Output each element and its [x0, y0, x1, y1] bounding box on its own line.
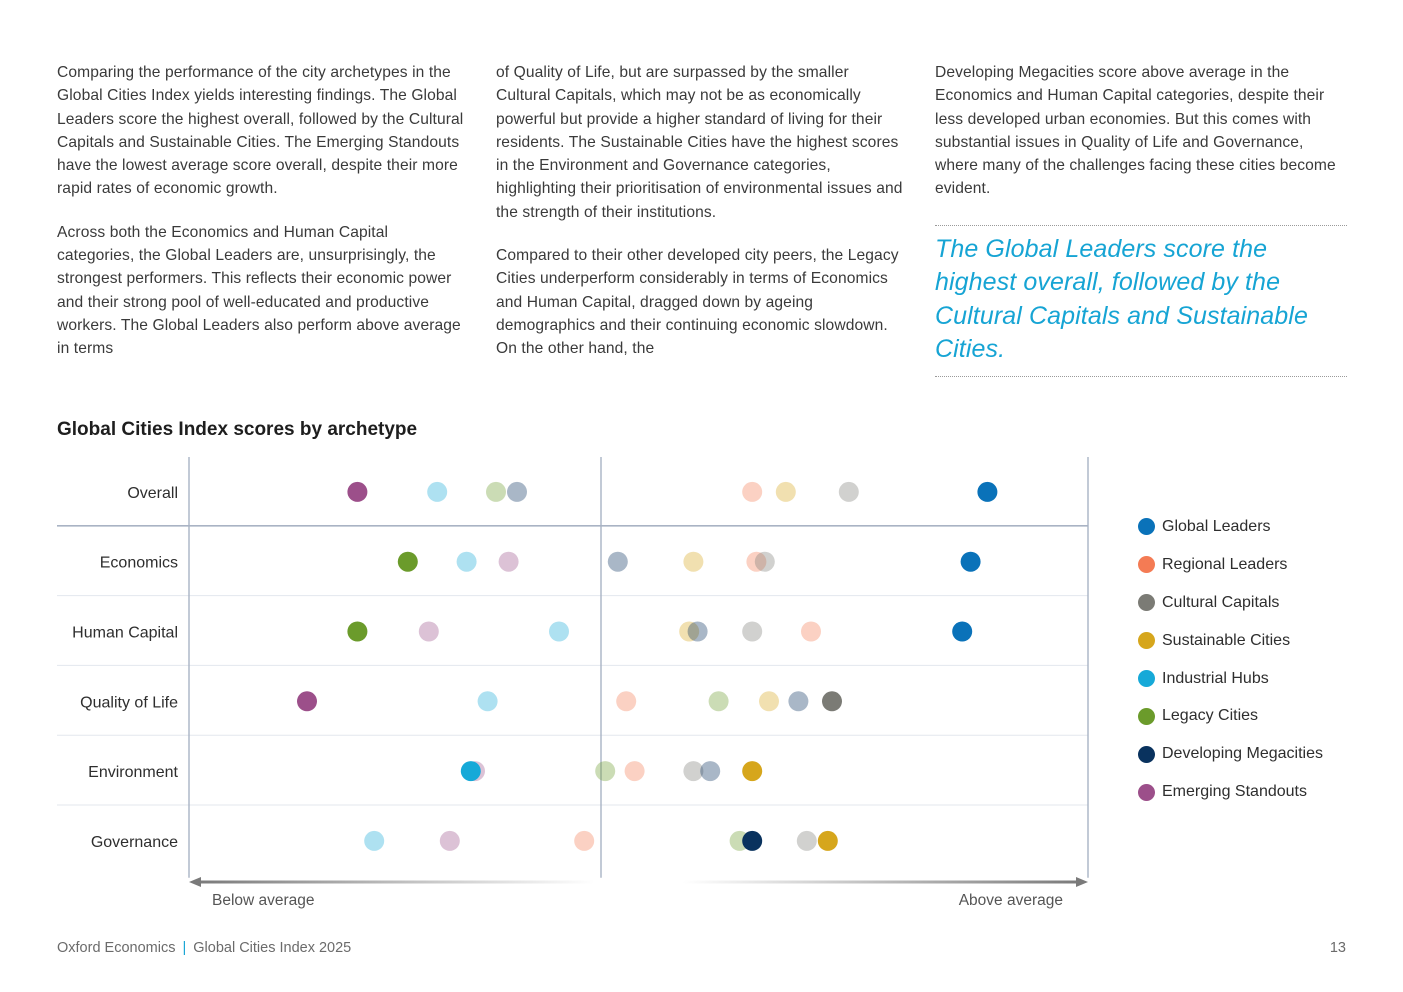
data-point	[977, 481, 998, 502]
data-point	[364, 830, 385, 851]
data-point	[477, 691, 498, 712]
legend-dot-icon	[1138, 783, 1155, 801]
data-point	[460, 761, 481, 782]
legend-label: Sustainable Cities	[1162, 631, 1291, 649]
data-point	[742, 481, 763, 502]
data-point	[507, 481, 527, 502]
above-average-label: Above average	[959, 892, 1063, 909]
legend-dot-icon	[1138, 670, 1155, 687]
left-arrowhead-icon	[189, 877, 201, 887]
paragraph: Comparing the performance of the city ar…	[57, 64, 464, 198]
page-number: 13	[1329, 940, 1346, 956]
row-label: Quality of Life	[80, 694, 178, 711]
data-point	[838, 481, 859, 502]
data-point	[456, 551, 477, 572]
row-label: Economics	[100, 555, 178, 572]
paragraph: Across both the Economics and Human Capi…	[57, 223, 461, 358]
text-column-1: Comparing the performance of the city ar…	[57, 61, 465, 381]
legend-item: Global Leaders	[1138, 508, 1323, 546]
data-point	[498, 551, 519, 572]
legend-dot-icon	[1138, 745, 1155, 763]
data-point	[796, 830, 817, 851]
paragraph: Compared to their other developed city p…	[496, 247, 899, 358]
legend-dot-icon	[1138, 556, 1155, 574]
data-point	[679, 621, 700, 642]
legend-dot-icon	[1138, 707, 1155, 725]
row-label: Overall	[127, 485, 178, 502]
paragraph: Developing Megacities score above averag…	[935, 64, 1336, 198]
footer-separator: |	[182, 940, 187, 956]
data-point	[683, 761, 704, 782]
legend-label: Global Leaders	[1162, 517, 1271, 535]
data-point	[347, 481, 368, 502]
data-point	[817, 830, 838, 851]
below-average-label: Below average	[212, 892, 315, 909]
legend-item: Legacy Cities	[1138, 697, 1323, 735]
axis-arrow-shaft	[197, 880, 1080, 884]
legend-dot-icon	[1138, 594, 1155, 612]
paragraph: of Quality of Life, but are surpassed by…	[496, 64, 903, 221]
data-point	[574, 830, 595, 851]
data-point	[775, 481, 796, 502]
text-column-3: Developing Megacities score above averag…	[935, 61, 1347, 377]
data-point	[347, 621, 368, 642]
legend-label: Developing Megacities	[1162, 745, 1323, 763]
data-point	[952, 621, 973, 642]
data-point	[427, 481, 448, 502]
row-label: Governance	[91, 834, 178, 851]
pull-quote-bottom-rule	[935, 375, 1347, 377]
dot-plot-chart: Overall Economics Human Capital Quality of …	[57, 457, 1089, 909]
data-point	[801, 621, 821, 642]
data-point	[297, 691, 317, 712]
pull-quote-top-rule	[935, 224, 1347, 226]
data-point	[607, 551, 628, 572]
footer: Oxford Economics | Global Cities Index 202…	[57, 940, 351, 956]
legend-item: Regional Leaders	[1138, 546, 1323, 584]
data-point	[759, 691, 779, 712]
legend-dot-icon	[1138, 632, 1155, 650]
chart-legend: Global Leaders Regional Leaders Cultural C…	[1138, 508, 1323, 811]
footer-report-title: Global Cities Index 2025	[193, 940, 352, 956]
pull-quote: The Global Leaders score the highest ove…	[935, 234, 1308, 364]
row-label: Human Capital	[72, 625, 178, 642]
text-column-2: of Quality of Life, but are surpassed by…	[496, 61, 904, 381]
legend-item: Developing Megacities	[1138, 735, 1323, 773]
right-arrowhead-icon	[1076, 877, 1088, 887]
legend-label: Emerging Standouts	[1162, 783, 1307, 801]
data-point	[742, 830, 763, 851]
footer-publisher: Oxford Economics	[57, 940, 176, 956]
data-point	[418, 621, 439, 642]
data-point	[683, 551, 704, 572]
legend-label: Cultural Capitals	[1162, 593, 1280, 611]
legend-item: Cultural Capitals	[1138, 584, 1323, 622]
chart-title: Global Cities Index scores by archetype	[57, 419, 418, 440]
legend-label: Industrial Hubs	[1162, 669, 1269, 687]
data-point	[616, 691, 637, 712]
legend-label: Legacy Cities	[1162, 707, 1259, 725]
data-point	[788, 691, 809, 712]
row-label: Environment	[88, 764, 178, 781]
data-point	[960, 551, 981, 572]
data-point	[742, 621, 763, 642]
data-point	[397, 551, 418, 572]
data-point	[754, 551, 775, 572]
data-point	[595, 761, 616, 782]
data-point	[486, 481, 506, 502]
legend-item: Industrial Hubs	[1138, 660, 1323, 698]
legend-item: Sustainable Cities	[1138, 622, 1323, 660]
data-point	[439, 830, 460, 851]
legend-dot-icon	[1138, 518, 1155, 536]
legend-item: Emerging Standouts	[1138, 773, 1323, 811]
data-point	[700, 761, 721, 782]
data-point	[742, 761, 763, 782]
data-point	[624, 761, 645, 782]
data-point	[549, 621, 569, 642]
data-point	[746, 551, 767, 572]
data-point	[822, 691, 842, 712]
legend-label: Regional Leaders	[1162, 555, 1288, 573]
data-point	[708, 691, 729, 712]
data-point	[687, 621, 708, 642]
